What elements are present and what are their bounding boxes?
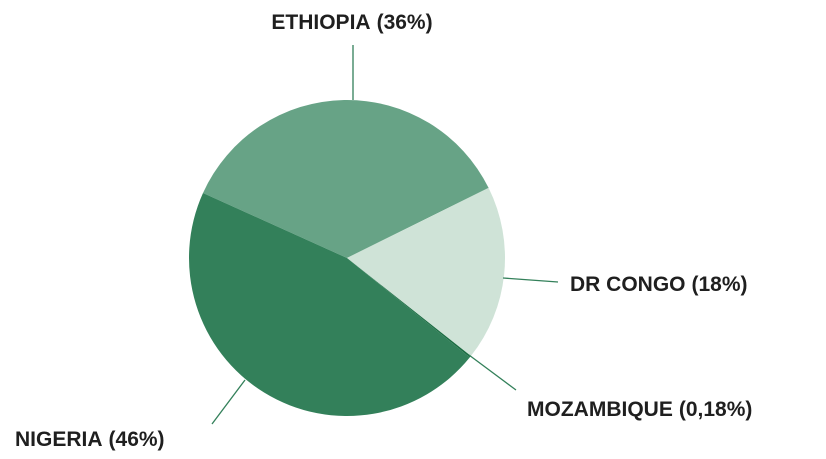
slice-label: NIGERIA (46%) xyxy=(15,428,165,451)
slice-value-label: (46%) xyxy=(109,428,165,451)
slice-label: DR CONGO (18%) xyxy=(570,273,748,296)
pie-slice xyxy=(202,99,489,258)
pie-slice xyxy=(347,187,506,357)
leader-line xyxy=(211,379,246,425)
leader-line xyxy=(468,354,517,391)
leader-line xyxy=(502,277,559,283)
slice-category: ETHIOPIA xyxy=(271,11,370,34)
pie-slice xyxy=(347,258,471,358)
slice-category: MOZAMBIQUE xyxy=(527,398,673,421)
slice-label: ETHIOPIA (36%) xyxy=(271,11,432,34)
slice-label: MOZAMBIQUE (0,18%) xyxy=(527,398,752,421)
slice-category: DR CONGO xyxy=(570,273,686,296)
pie-slice xyxy=(188,192,470,417)
slice-value-label: (36%) xyxy=(377,11,433,34)
slice-value-label: (18%) xyxy=(692,273,748,296)
slice-value-label: (0,18%) xyxy=(679,398,753,421)
slice-category: NIGERIA xyxy=(15,428,103,451)
